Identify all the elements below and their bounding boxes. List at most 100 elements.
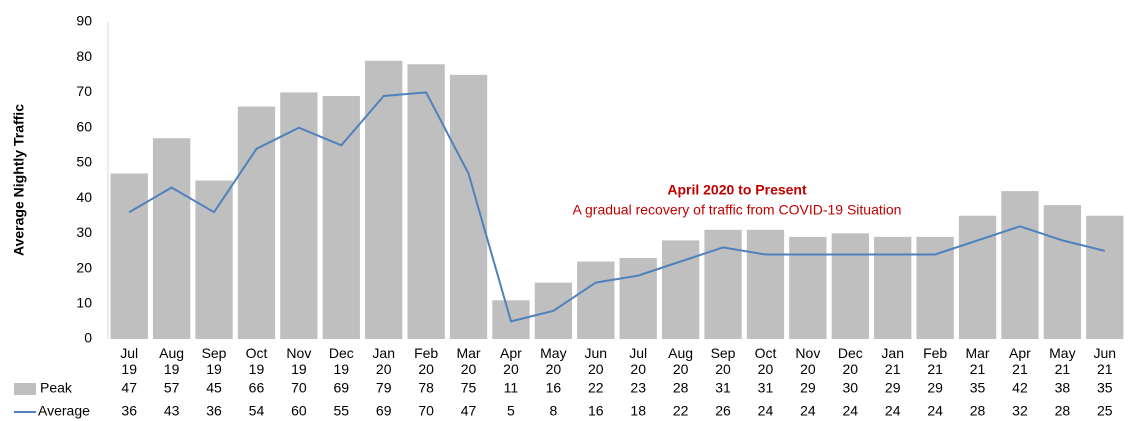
legend-swatch (14, 383, 36, 395)
x-tick-label: Dec 19 (328, 345, 354, 377)
table-value: 28 (970, 403, 986, 419)
table-value: 25 (1097, 403, 1113, 419)
table-value: 36 (206, 403, 222, 419)
table-value: 5 (507, 403, 515, 419)
bar (1001, 191, 1039, 339)
bar (577, 261, 615, 339)
table-value: 24 (927, 403, 943, 419)
table-value: 36 (121, 403, 137, 419)
table-value: 24 (800, 403, 816, 419)
y-tick-label: 20 (76, 259, 92, 275)
table-value: 79 (376, 380, 392, 396)
x-tick-label: Jan 21 (881, 345, 904, 377)
table-value: 45 (206, 380, 222, 396)
table-value: 26 (715, 403, 731, 419)
table-value: 16 (588, 403, 604, 419)
x-tick-label: May 20 (540, 345, 567, 377)
bar (449, 74, 488, 339)
table-value: 31 (715, 380, 731, 396)
table-value: 24 (843, 403, 859, 419)
table-value: 42 (1012, 380, 1028, 396)
table-value: 29 (800, 380, 816, 396)
table-value: 57 (164, 380, 180, 396)
table-value: 29 (927, 380, 943, 396)
table-value: 78 (418, 380, 434, 396)
x-tick-label: Feb 21 (923, 345, 948, 377)
bar (195, 180, 233, 339)
x-tick-label: Jun 20 (584, 345, 608, 377)
x-tick-label: Jun 21 (1093, 345, 1117, 377)
table-value: 29 (885, 380, 901, 396)
table-value: 38 (1055, 380, 1071, 396)
bar (958, 215, 997, 339)
table-value: 22 (673, 403, 689, 419)
y-tick-label: 30 (76, 224, 92, 240)
y-tick-label: 60 (76, 118, 92, 134)
table-value: 30 (843, 380, 859, 396)
x-tick-label: Feb 20 (414, 345, 439, 377)
table-value: 18 (630, 403, 646, 419)
line (128, 91, 1106, 323)
bar (704, 229, 742, 339)
legend-label: Peak (40, 380, 73, 396)
bar (152, 138, 191, 339)
table-value: 16 (546, 380, 562, 396)
y-tick-label: 40 (76, 189, 92, 205)
x-tick-label: Aug 19 (159, 345, 185, 377)
table-value: 24 (885, 403, 901, 419)
table-value: 35 (1097, 380, 1113, 396)
bar (407, 64, 445, 340)
bar (237, 106, 276, 340)
table-value: 54 (249, 403, 265, 419)
bar (1043, 205, 1082, 339)
bar (831, 233, 869, 339)
bar (322, 95, 360, 339)
x-tick-label: Apr 21 (1009, 345, 1031, 377)
table-value: 8 (549, 403, 557, 419)
table-value: 31 (758, 380, 774, 396)
y-tick-label: 50 (76, 154, 92, 170)
table-value: 47 (461, 403, 477, 419)
x-tick-label: Mar 20 (456, 345, 481, 377)
annotation-title: April 2020 to Present (667, 182, 807, 198)
x-tick-label: May 21 (1049, 345, 1076, 377)
table-value: 11 (504, 380, 519, 396)
x-tick-label: Nov 19 (286, 345, 312, 377)
table-value: 28 (673, 380, 689, 396)
table-value: 75 (461, 380, 477, 396)
table-value: 28 (1055, 403, 1071, 419)
table-value: 66 (249, 380, 265, 396)
x-tick-label: Mar 21 (965, 345, 990, 377)
bar (110, 173, 148, 339)
x-tick-label: Nov 20 (795, 345, 821, 377)
bar (874, 236, 912, 339)
x-tick-label: Apr 20 (500, 345, 522, 377)
x-tick-label: Aug 20 (668, 345, 694, 377)
y-tick-label: 0 (84, 330, 92, 346)
bar (280, 92, 318, 339)
table-value: 32 (1012, 403, 1028, 419)
bar (916, 236, 954, 339)
table-value: 23 (630, 380, 646, 396)
table-value: 60 (291, 403, 307, 419)
table-value: 24 (758, 403, 774, 419)
table-value: 43 (164, 403, 180, 419)
x-tick-label: Jul 19 (120, 345, 139, 377)
x-tick-label: Jan 20 (372, 345, 395, 377)
bar (1086, 215, 1124, 339)
bar (661, 240, 700, 339)
bar (789, 236, 827, 339)
x-tick-label: Sep 20 (710, 345, 736, 377)
table-value: 55 (334, 403, 350, 419)
x-tick-label: Dec 20 (837, 345, 863, 377)
table-value: 70 (291, 380, 307, 396)
table-value: 70 (418, 403, 434, 419)
bar (746, 229, 785, 339)
y-tick-label: 80 (76, 48, 92, 64)
table-value: 69 (376, 403, 392, 419)
annotation-text: A gradual recovery of traffic from COVID… (573, 202, 902, 218)
y-axis-label: Average Nightly Traffic (11, 104, 27, 256)
y-tick-label: 90 (76, 13, 92, 29)
